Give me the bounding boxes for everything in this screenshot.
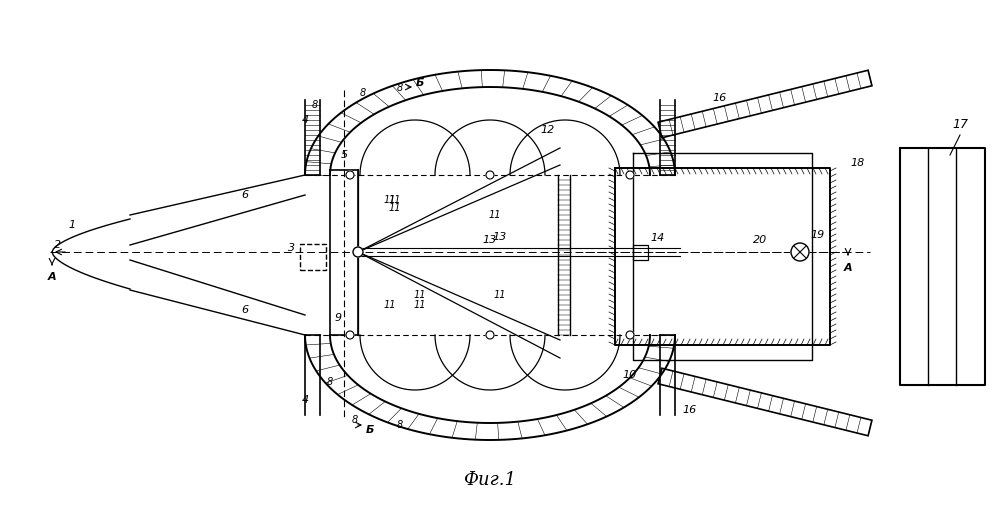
Text: Б: Б bbox=[416, 78, 425, 88]
Text: 16: 16 bbox=[683, 405, 697, 415]
Text: 18: 18 bbox=[851, 158, 865, 168]
Text: 8: 8 bbox=[352, 415, 358, 425]
Circle shape bbox=[353, 247, 363, 257]
Text: 11: 11 bbox=[389, 195, 402, 205]
Text: 11: 11 bbox=[384, 195, 397, 205]
Circle shape bbox=[486, 331, 494, 339]
Text: 11: 11 bbox=[414, 290, 427, 300]
Text: 11: 11 bbox=[384, 300, 397, 310]
Circle shape bbox=[626, 171, 634, 179]
Text: 19: 19 bbox=[811, 230, 825, 240]
Circle shape bbox=[626, 331, 634, 339]
Text: 8: 8 bbox=[360, 88, 366, 98]
Bar bbox=[300, 244, 326, 270]
Text: 4: 4 bbox=[302, 115, 309, 125]
Text: 2: 2 bbox=[54, 240, 62, 250]
Circle shape bbox=[791, 243, 809, 261]
Text: Б: Б bbox=[366, 425, 375, 435]
Text: 13: 13 bbox=[483, 235, 498, 245]
Text: 8: 8 bbox=[397, 420, 404, 430]
Bar bbox=[633, 245, 648, 260]
Text: 16: 16 bbox=[713, 93, 727, 103]
Text: 11: 11 bbox=[389, 203, 402, 213]
Circle shape bbox=[346, 171, 354, 179]
Circle shape bbox=[346, 331, 354, 339]
Text: 11: 11 bbox=[489, 210, 501, 220]
Text: 11: 11 bbox=[414, 300, 427, 310]
Text: 11: 11 bbox=[494, 290, 506, 300]
Text: 4: 4 bbox=[302, 395, 309, 405]
Text: 13: 13 bbox=[493, 232, 507, 242]
Text: 17: 17 bbox=[952, 118, 968, 132]
Text: 8: 8 bbox=[397, 83, 404, 93]
Text: 12: 12 bbox=[540, 125, 555, 135]
Text: 6: 6 bbox=[242, 305, 249, 315]
Text: A: A bbox=[844, 263, 852, 273]
Text: Фиг.1: Фиг.1 bbox=[464, 471, 516, 489]
Text: A: A bbox=[48, 272, 56, 282]
Text: 9: 9 bbox=[335, 313, 342, 323]
Text: 1: 1 bbox=[69, 220, 76, 230]
Text: 8: 8 bbox=[327, 377, 333, 387]
Text: 14: 14 bbox=[651, 233, 665, 243]
Text: 8: 8 bbox=[312, 100, 318, 110]
Text: 3: 3 bbox=[289, 243, 296, 253]
Text: 5: 5 bbox=[341, 150, 348, 160]
Text: 10: 10 bbox=[622, 370, 637, 380]
Text: 20: 20 bbox=[753, 235, 767, 245]
Text: 6: 6 bbox=[242, 190, 249, 200]
Circle shape bbox=[486, 171, 494, 179]
